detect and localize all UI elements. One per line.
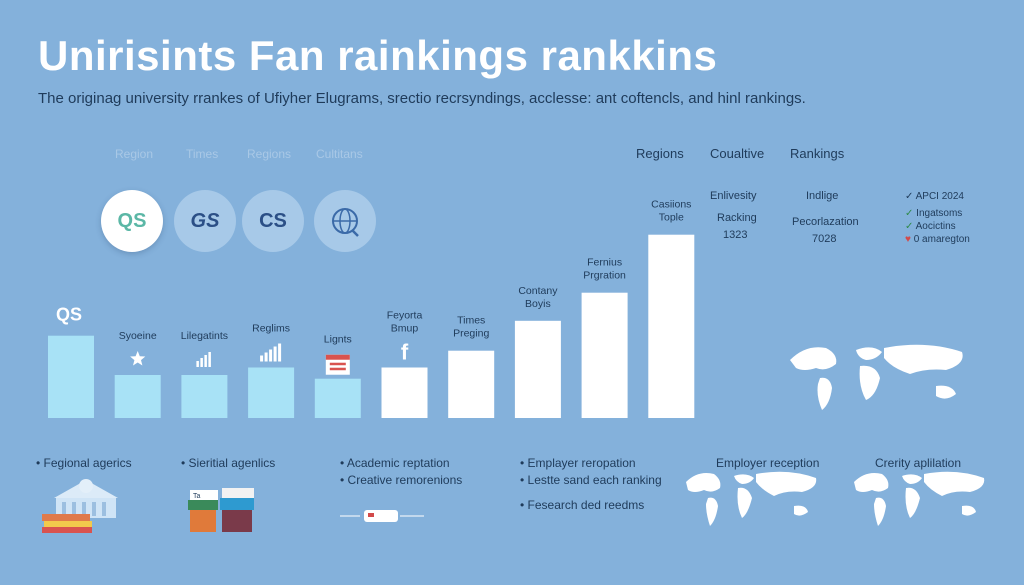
- checklist-item: ✓ APCI 2024: [905, 191, 964, 202]
- tab-regions[interactable]: Regions: [247, 147, 292, 161]
- times-logo-icon: GS: [190, 209, 220, 232]
- cs-logo-icon: CS: [259, 209, 287, 232]
- page-subtitle: The originag university rrankes of Ufiyh…: [38, 90, 806, 107]
- bar-chart-icon: [260, 343, 282, 362]
- check-icon: ✓: [905, 221, 914, 232]
- world-map-icon: [686, 471, 817, 526]
- cs-logo-button[interactable]: CS: [242, 190, 304, 252]
- facebook-icon: f: [401, 340, 409, 365]
- coualtive-line-2: Racking: [717, 212, 757, 224]
- tab-cultitans[interactable]: Cultitans: [316, 147, 363, 161]
- bottom-item-5: • Emplayer reropation: [520, 456, 636, 470]
- bar-label: Reglims: [252, 323, 290, 335]
- bar-4: [248, 367, 295, 418]
- qs-logo-button[interactable]: QS: [101, 190, 163, 252]
- checklist-item: ♥ 0 amaregton: [905, 234, 970, 245]
- checklist-item: ✓ Aocictins: [905, 221, 956, 232]
- header-rankings: Rankings: [790, 146, 845, 161]
- coualtive-line-3: 1323: [723, 229, 748, 241]
- bar-8: [514, 320, 561, 418]
- globe-icon: [332, 208, 359, 237]
- bottom-item-7: • Fesearch ded reedms: [520, 498, 645, 512]
- calendar-icon: [325, 354, 350, 375]
- bar-label: Bmup: [391, 323, 419, 335]
- bottom-item-6: • Lestte sand each ranking: [520, 473, 662, 487]
- bar-10: [648, 234, 695, 418]
- bar-5: [314, 378, 361, 418]
- page-title: Unirisints Fan rainkings rankkins: [38, 32, 718, 79]
- svg-text:f: f: [401, 340, 409, 365]
- check-icon: ✓: [905, 208, 914, 219]
- bar-2: [114, 375, 161, 418]
- rankings-line-3: 7028: [812, 233, 837, 245]
- books-icon: Ta: [188, 488, 254, 532]
- bar-label: Times: [457, 315, 485, 327]
- times-logo-button[interactable]: GS: [174, 190, 236, 252]
- bar-6: [381, 367, 428, 418]
- heart-icon: ♥: [905, 234, 911, 245]
- bar-1: [48, 335, 94, 418]
- qs-logo-icon: QS: [117, 209, 147, 232]
- bar-label: QS: [56, 305, 82, 325]
- bar-label: Tople: [659, 212, 684, 224]
- bar-3: [181, 375, 228, 418]
- star-icon: [130, 351, 146, 366]
- map-label-crerity: Crerity aplilation: [875, 456, 962, 470]
- bar-label: Contany: [518, 285, 558, 297]
- bar-9: [581, 292, 628, 418]
- bottom-item-2: • Sieritial agenlics: [181, 456, 276, 470]
- coualtive-line-1: Enlivesity: [710, 190, 757, 202]
- tab-times[interactable]: Times: [186, 147, 219, 161]
- globe-logo-button[interactable]: [314, 190, 376, 252]
- bottom-item-3: • Academic reptation: [340, 456, 450, 470]
- bar-label: Lignts: [324, 334, 352, 346]
- checklist-item: ✓ Ingatsoms: [905, 208, 963, 219]
- map-label-employer: Employer reception: [716, 456, 820, 470]
- header-coualtive: Coualtive: [710, 146, 765, 161]
- check-icon: ✓: [905, 191, 914, 202]
- world-map-icon: [854, 471, 985, 526]
- signal-icon: [196, 351, 211, 367]
- bottom-item-4: • Creative remorenions: [340, 473, 463, 487]
- bar-label: Fernius: [587, 257, 622, 269]
- bar-label: Feyorta: [387, 310, 423, 322]
- bar-label: Lilegatints: [181, 330, 228, 342]
- tab-region[interactable]: Region: [115, 147, 154, 161]
- bar-label: Prgration: [583, 270, 626, 282]
- book-tag: Ta: [193, 493, 201, 500]
- rankings-line-2: Pecorlazation: [792, 216, 859, 228]
- bar-label: Syoeine: [119, 330, 157, 342]
- bus-icon: [340, 510, 424, 522]
- bar-7: [448, 350, 495, 418]
- rankings-line-1: Indlige: [806, 190, 839, 202]
- bar-label: Casiions: [651, 199, 691, 211]
- bar-label: Boyis: [525, 298, 551, 310]
- world-map-icon: [790, 344, 963, 410]
- header-regions: Regions: [636, 146, 684, 161]
- university-building-icon: [42, 479, 118, 533]
- bar-label: Preging: [453, 328, 489, 340]
- bottom-item-1: • Fegional agerics: [36, 456, 132, 470]
